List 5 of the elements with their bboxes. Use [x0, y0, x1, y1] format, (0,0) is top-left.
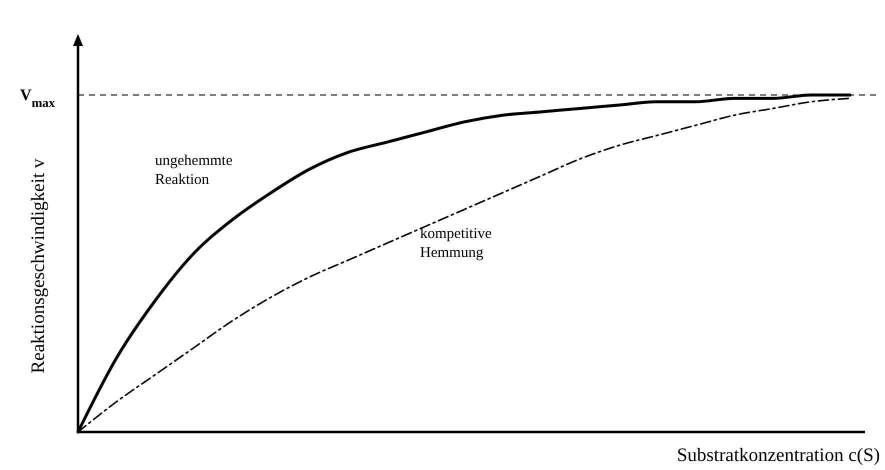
ref-line-label: V$_{max}$: [20, 87, 56, 110]
series-label: ungehemmte Reaktion: [155, 153, 233, 188]
series-label: kompetitive Hemmung: [420, 226, 492, 261]
x-axis-title: Substratkonzentration c(S): [676, 445, 880, 466]
y-axis-title: Reaktionsgeschwindigkeit v: [28, 158, 49, 374]
